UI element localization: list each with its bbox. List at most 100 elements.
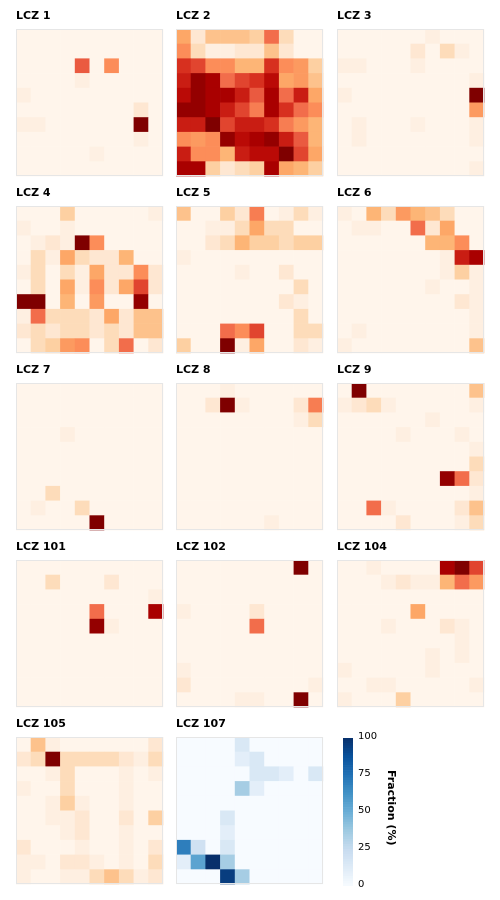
heatmap-cell [351,73,367,89]
heatmap-cell [351,471,367,487]
heatmap-cell [410,589,426,605]
colorbar-segment [343,868,353,872]
heatmap-cell [220,117,236,133]
heatmap-cell [469,117,485,133]
heatmap-cell [45,117,61,133]
heatmap-cell [176,854,191,870]
colorbar-segment [343,762,353,766]
heatmap-cell [220,220,236,236]
heatmap-cell [148,692,164,708]
heatmap-cell [410,220,426,236]
heatmap-cell [60,589,76,605]
heatmap-cell [469,456,485,472]
heatmap-cell [30,662,46,678]
heatmap-cell [176,618,191,634]
heatmap-cell [439,604,455,620]
heatmap-cell [89,279,105,295]
panel-border [176,206,323,353]
heatmap-cell [469,250,485,266]
heatmap-cell [308,294,324,310]
heatmap-cell [148,560,164,575]
heatmap-cell [16,737,31,752]
heatmap-cell [425,692,441,708]
heatmap-cell [190,662,206,678]
heatmap-cell [118,383,134,398]
heatmap-cell [16,854,31,870]
heatmap-cell [395,412,411,428]
heatmap-cell [395,383,411,398]
heatmap-cell [205,648,221,664]
colorbar-segment [343,883,353,887]
heatmap-cell [118,161,134,177]
heatmap-cell [425,677,441,693]
heatmap-cell [60,560,76,575]
heatmap-cell [469,323,485,339]
heatmap-cell [234,766,250,782]
heatmap-cell [89,589,105,605]
heatmap-cell [308,308,324,324]
heatmap-cell [264,766,280,782]
heatmap-cell [278,73,294,89]
heatmap-cell [30,825,46,841]
heatmap-cell [469,441,485,457]
heatmap-cell [425,131,441,147]
heatmap-cell [205,117,221,133]
heatmap-cell [176,87,191,103]
heatmap-cell [190,235,206,251]
heatmap-cell [118,766,134,782]
heatmap-cell [264,810,280,826]
heatmap-cell [16,781,31,797]
heatmap-cell [60,117,76,133]
heatmap-cell [30,294,46,310]
heatmap-cell [148,766,164,782]
heatmap-cell [176,323,191,339]
heatmap-cell [45,383,61,398]
heatmap-cell [74,648,90,664]
heatmap-cell [381,574,397,590]
heatmap-cell [234,323,250,339]
heatmap-cell [351,117,367,133]
heatmap-cell [74,869,90,885]
colorbar-segment [343,807,353,810]
heatmap-cell [425,589,441,605]
heatmap-cell [395,441,411,457]
heatmap-cell [308,485,324,501]
heatmap-cell [410,323,426,339]
heatmap-cell [425,500,441,516]
heatmap-cell [308,338,324,354]
heatmap-cell [454,338,470,354]
heatmap-cell [89,574,105,590]
heatmap-cell [425,206,441,221]
heatmap-cell [220,795,236,811]
heatmap-cell [45,574,61,590]
colorbar-segment [343,792,353,796]
heatmap-cell [60,264,76,280]
heatmap-cell [74,441,90,457]
heatmap-cell [30,279,46,295]
heatmap-cell [454,58,470,74]
heatmap-cell [60,766,76,782]
heatmap-cell [30,29,46,44]
panel-border [337,29,484,176]
heatmap-cell [118,250,134,266]
heatmap-cell [190,751,206,767]
heatmap-cell [205,677,221,693]
heatmap-cell [220,854,236,870]
heatmap-cell [439,456,455,472]
heatmap-cell [425,412,441,428]
heatmap-cell [89,456,105,472]
heatmap-cell [410,515,426,531]
heatmap-cell [469,677,485,693]
heatmap-cell [249,662,265,678]
heatmap-cell [395,146,411,162]
heatmap-cell [454,117,470,133]
heatmap-cell [351,560,367,575]
heatmap-cell [234,43,250,59]
heatmap-cell [133,485,149,501]
colorbar-segment [343,745,353,749]
heatmap-cell [293,427,309,443]
heatmap-cell [30,677,46,693]
heatmap-cell [234,692,250,708]
heatmap-cell [395,117,411,133]
heatmap-cell [74,677,90,693]
